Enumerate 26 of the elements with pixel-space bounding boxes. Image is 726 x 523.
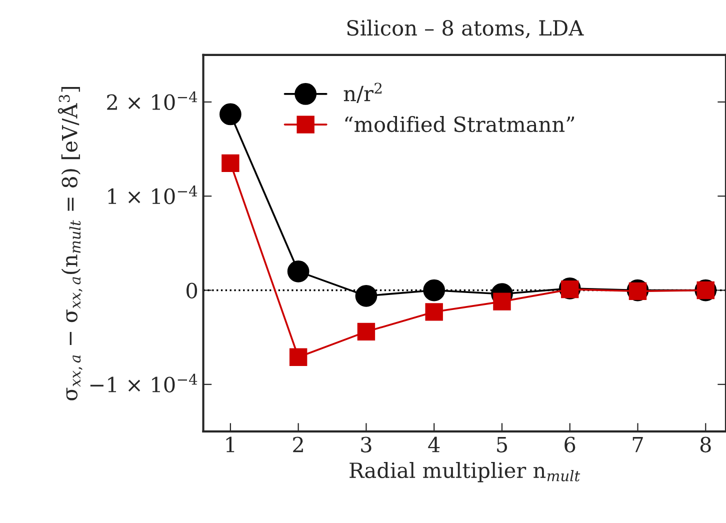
x-tick-label: 3	[361, 436, 372, 452]
text: σ$_{xx,a}$ − σ$_{xx,a}$(n$_{mult}$ = 8) [eV/Å$^{3}$]	[58, 86, 82, 400]
x-axis-title: Radial multiplier n$_{mult}$	[350, 462, 580, 482]
x-tick-label: 7	[632, 436, 643, 452]
legend-label: n/r$^{2}$	[344, 82, 382, 104]
x-tick-label: 5	[497, 436, 507, 452]
y-tick-label: 1 × 10$^{−4}$	[108, 186, 198, 204]
y-tick-label: 0	[186, 282, 198, 298]
point	[493, 292, 511, 310]
y-tick-label: −1 × 10$^{−4}$	[90, 374, 198, 392]
point	[220, 103, 242, 126]
point	[287, 260, 310, 282]
x-tick-label: 1	[226, 436, 234, 452]
y-tick-label: 2 × 10$^{−4}$	[107, 91, 198, 110]
point	[357, 322, 376, 341]
x-tick-label: 8	[700, 436, 711, 452]
point	[355, 284, 378, 307]
point	[222, 154, 240, 172]
point	[425, 303, 443, 321]
legend-label: “modified Stratmann”	[345, 116, 574, 132]
x-tick-label: 4	[428, 436, 440, 452]
chart-title: Silicon – 8 atoms, LDA	[347, 20, 584, 38]
x-tick-label: 6	[564, 436, 576, 452]
point	[423, 279, 446, 302]
x-tick-label: 2	[293, 436, 303, 452]
point	[289, 348, 308, 366]
